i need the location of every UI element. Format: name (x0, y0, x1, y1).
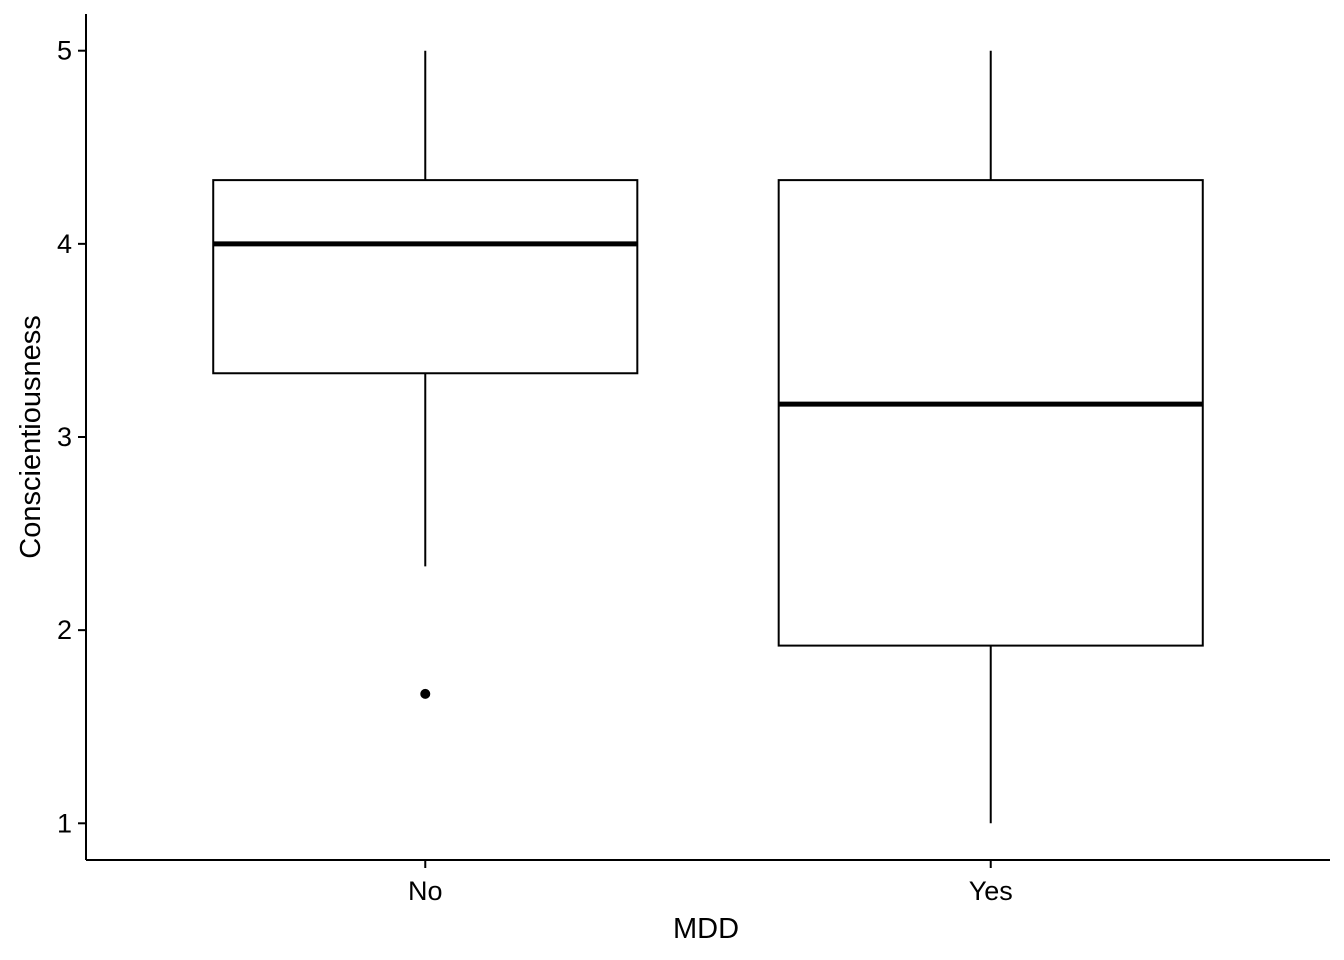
x-tick-label: No (408, 876, 443, 906)
y-tick-label: 3 (57, 422, 72, 452)
y-axis-title: Conscientiousness (15, 315, 47, 558)
y-tick-label: 2 (57, 615, 72, 645)
y-tick-label: 1 (57, 808, 72, 838)
iqr-box (212, 179, 639, 375)
outlier-point (420, 688, 431, 699)
box-no (212, 50, 639, 699)
y-tick-label: 5 (57, 36, 72, 66)
iqr-box (777, 179, 1204, 647)
x-tick-label: Yes (969, 876, 1013, 906)
x-ticks: No Yes (408, 860, 1013, 906)
y-ticks: 1 2 3 4 5 (57, 36, 86, 838)
box-yes (777, 50, 1204, 824)
x-axis-title: MDD (673, 913, 739, 945)
plot-area (212, 50, 1204, 824)
y-tick-label: 4 (57, 229, 72, 259)
